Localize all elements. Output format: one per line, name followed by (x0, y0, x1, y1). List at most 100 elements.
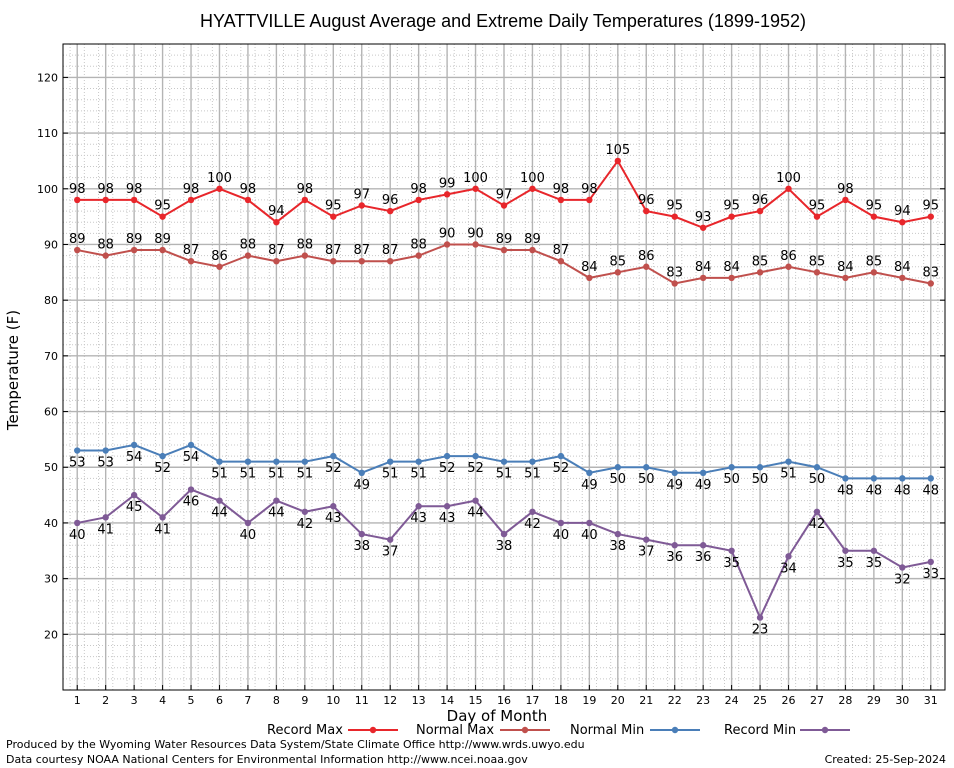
normal-min-point (358, 469, 365, 477)
normal-min-point (728, 464, 735, 471)
record-max-data-label: 100 (520, 171, 545, 186)
record-max-data-label: 96 (638, 193, 655, 208)
x-tick-label: 22 (668, 694, 682, 707)
record-min-data-label: 42 (524, 517, 541, 532)
normal-min-point (529, 458, 536, 465)
normal-max-point (699, 274, 707, 282)
normal-min-data-label: 50 (809, 472, 826, 487)
x-tick-label: 6 (216, 694, 223, 707)
normal-min-point (699, 469, 707, 477)
x-tick-label: 26 (782, 694, 796, 707)
x-tick-label: 24 (725, 694, 739, 707)
normal-max-data-label: 83 (666, 265, 683, 280)
x-tick-label: 9 (301, 694, 308, 707)
record-max-data-label: 99 (439, 176, 456, 191)
normal-max-point (813, 269, 821, 276)
record-max-point (529, 185, 536, 192)
normal-max-point (386, 257, 394, 265)
record-max-data-label: 94 (268, 204, 285, 219)
normal-max-data-label: 88 (410, 238, 427, 253)
normal-min-data-label: 51 (297, 467, 314, 482)
x-tick-label: 23 (696, 694, 710, 707)
record-max-point (187, 196, 195, 204)
record-min-data-label: 40 (69, 528, 86, 543)
normal-max-data-label: 87 (382, 243, 399, 258)
record-min-point (500, 530, 508, 538)
record-max-point (244, 196, 252, 204)
normal-min-point (216, 458, 223, 465)
record-min-point (842, 547, 849, 554)
y-tick-label: 80 (44, 294, 58, 307)
normal-min-point (472, 452, 479, 460)
record-min-point (74, 519, 81, 527)
record-min-data-label: 40 (553, 528, 570, 543)
record-min-data-label: 36 (695, 550, 712, 565)
normal-min-data-label: 52 (467, 461, 484, 476)
normal-min-data-label: 54 (126, 450, 143, 465)
record-min-point (671, 542, 678, 549)
record-min-point (273, 497, 280, 504)
normal-min-data-label: 50 (610, 472, 627, 487)
normal-max-point (842, 274, 849, 282)
normal-max-point (415, 252, 422, 259)
record-min-point (927, 558, 934, 566)
normal-max-data-label: 88 (240, 238, 257, 253)
record-max-point (273, 219, 280, 226)
normal-max-point (728, 274, 735, 282)
data-labels-layer: 98 98 98 95 98 100 98 94 98 95 97 96 98 99 100 97 100 98 9… (69, 143, 939, 638)
record-min-data-label: 44 (211, 506, 228, 521)
record-min-data-label: 36 (666, 550, 683, 565)
record-max-data-label: 95 (325, 199, 342, 214)
record-min-data-label: 42 (297, 517, 314, 532)
normal-max-data-label: 84 (837, 260, 854, 275)
chart-grid (63, 43, 945, 690)
record-max-data-label: 95 (723, 199, 740, 214)
normal-max-data-label: 85 (752, 254, 769, 269)
normal-max-data-label: 84 (581, 260, 598, 275)
record-min-point (557, 519, 565, 527)
record-min-data-label: 38 (496, 539, 513, 554)
y-tick-label: 30 (44, 573, 58, 586)
normal-max-data-label: 89 (154, 232, 171, 247)
x-tick-label: 12 (383, 694, 397, 707)
normal-max-point (472, 241, 479, 248)
normal-min-data-label: 50 (752, 472, 769, 487)
record-min-point (102, 514, 109, 521)
normal-min-data-label: 53 (97, 456, 114, 471)
record-min-data-label: 23 (752, 623, 769, 638)
normal-min-point (813, 464, 821, 471)
record-max-point (358, 202, 365, 209)
normal-min-data-label: 51 (524, 467, 541, 482)
record-min-point (699, 542, 707, 549)
normal-max-point (614, 269, 622, 276)
normal-max-data-label: 88 (97, 238, 114, 253)
record-max-data-label: 98 (837, 182, 854, 197)
x-tick-label: 27 (810, 694, 824, 707)
record-min-point (643, 536, 650, 543)
normal-min-point (330, 452, 337, 460)
normal-max-point (756, 269, 764, 276)
y-tick-label: 90 (44, 238, 58, 251)
record-max-data-label: 95 (154, 199, 171, 214)
normal-max-data-label: 87 (553, 243, 570, 258)
normal-max-data-label: 90 (467, 226, 484, 241)
normal-max-data-label: 90 (439, 226, 456, 241)
y-tick-label: 40 (44, 517, 58, 530)
record-min-data-label: 43 (439, 511, 456, 526)
normal-min-data-label: 51 (268, 467, 285, 482)
normal-min-point (842, 475, 849, 482)
y-tick-label: 50 (44, 461, 58, 474)
x-tick-label: 29 (867, 694, 881, 707)
normal-min-point (927, 475, 934, 482)
record-max-point (842, 196, 849, 204)
normal-max-point (358, 257, 365, 265)
normal-max-point (159, 246, 166, 254)
normal-min-point (443, 452, 451, 460)
record-max-data-label: 98 (97, 182, 114, 197)
normal-max-data-label: 85 (809, 254, 826, 269)
normal-min-point (899, 475, 906, 482)
record-max-data-label: 98 (69, 182, 86, 197)
normal-max-data-label: 85 (610, 254, 627, 269)
normal-min-data-label: 50 (638, 472, 655, 487)
